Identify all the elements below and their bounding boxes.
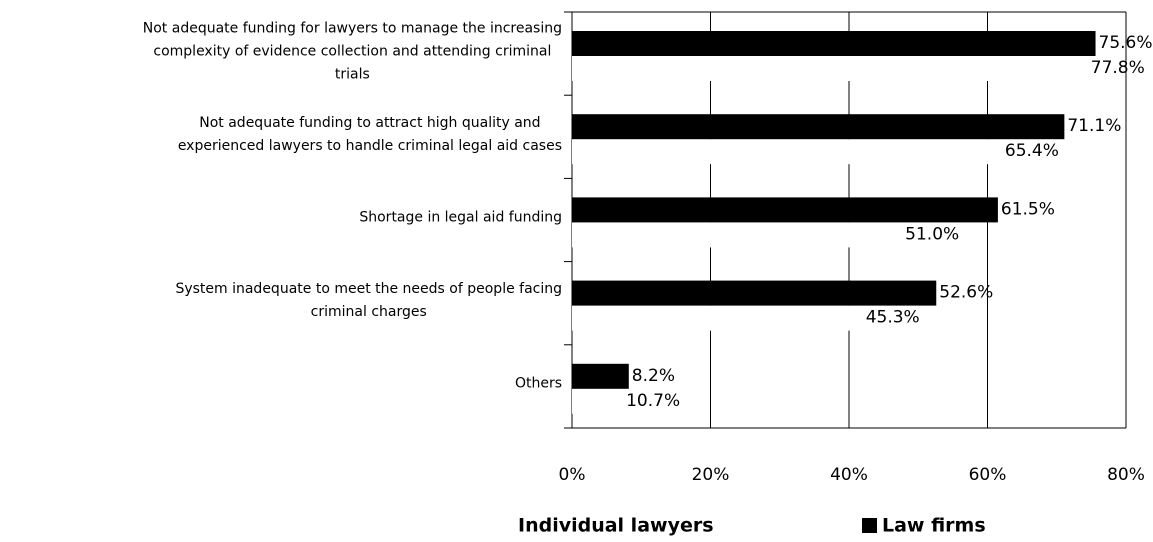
- bar: [572, 56, 1111, 81]
- x-tick-label: 0%: [559, 465, 586, 485]
- legend-label: Law firms: [882, 515, 986, 537]
- bar: [572, 222, 926, 248]
- legend-marker: [498, 518, 513, 533]
- bar: [572, 197, 998, 223]
- legend-marker: [862, 518, 877, 533]
- bar: [572, 305, 886, 331]
- x-tick-label: 60%: [969, 465, 1007, 485]
- bar: [572, 31, 1096, 56]
- y-tick-label: Not adequate funding for lawyers to mana…: [142, 20, 562, 83]
- data-label: 61.5%: [1001, 199, 1055, 219]
- x-tick-label: 80%: [1107, 465, 1145, 485]
- y-tick-label: Others: [514, 375, 562, 392]
- bar: [572, 139, 1025, 165]
- data-label: 8.2%: [632, 366, 675, 386]
- legend-label: Individual lawyers: [518, 515, 714, 537]
- bar: [572, 363, 629, 389]
- bar: [572, 388, 647, 414]
- data-label: 77.8%: [1091, 58, 1145, 78]
- y-tick-label: Shortage in legal aid funding: [359, 209, 562, 226]
- data-label: 52.6%: [939, 283, 993, 303]
- bar: [572, 280, 937, 306]
- data-label: 65.4%: [1005, 141, 1059, 161]
- data-label: 75.6%: [1099, 33, 1153, 53]
- y-tick-label: Not adequate funding to attract high qua…: [177, 114, 562, 154]
- bar: [572, 114, 1065, 140]
- x-tick-label: 40%: [830, 465, 868, 485]
- data-label: 71.1%: [1067, 116, 1121, 136]
- data-label: 10.7%: [626, 391, 680, 411]
- x-tick-label: 20%: [692, 465, 730, 485]
- data-label: 51.0%: [905, 224, 959, 244]
- y-tick-label: System inadequate to meet the needs of p…: [175, 281, 562, 321]
- data-label: 45.3%: [866, 308, 920, 328]
